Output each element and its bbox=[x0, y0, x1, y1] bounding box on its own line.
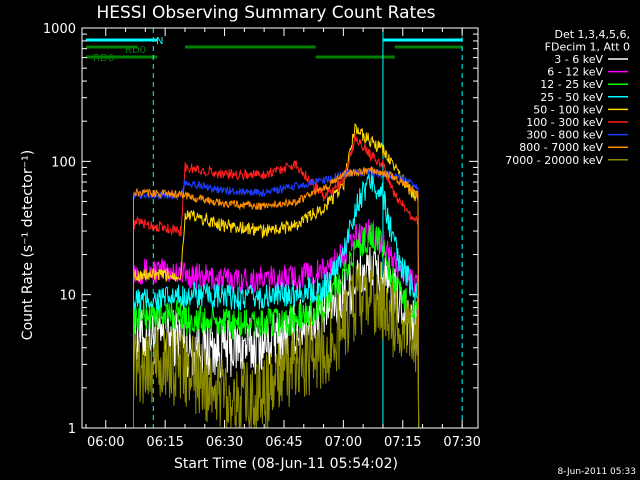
x-tick-label: 07:30 bbox=[443, 435, 480, 450]
series-line bbox=[133, 122, 420, 429]
state-bar-label: RD6 bbox=[93, 53, 114, 64]
legend-entry-label: 100 - 300 keV bbox=[526, 116, 603, 129]
x-tick-label: 06:15 bbox=[146, 435, 183, 450]
plot-frame bbox=[81, 27, 479, 429]
x-axis-label: Start Time (08-Jun-11 05:54:02) bbox=[174, 456, 398, 472]
y-tick-label: 10 bbox=[59, 289, 76, 304]
series-group bbox=[133, 122, 420, 429]
series-line bbox=[133, 133, 420, 429]
state-bars: N RD0 RD6 bbox=[85, 36, 463, 64]
y-tick-label: 1 bbox=[68, 422, 76, 437]
x-tick-label: 07:15 bbox=[384, 435, 421, 450]
y-axis-label: Count Rate (s⁻¹ detector⁻¹) bbox=[20, 150, 36, 340]
x-tick-label: 06:30 bbox=[206, 435, 243, 450]
state-bar-label: RD0 bbox=[125, 45, 146, 56]
series-line bbox=[133, 222, 420, 429]
axes-group: 06:00 06:15 06:30 06:45 07:00 07:15 07:30 1 10 10… bbox=[43, 22, 481, 450]
y-tick-label: 100 bbox=[51, 155, 76, 170]
chart-title: HESSI Observing Summary Count Rates bbox=[96, 3, 435, 23]
footer-date: 8-Jun-2011 05:33 bbox=[558, 467, 637, 477]
legend-entry-label: 50 - 100 keV bbox=[533, 103, 603, 116]
x-tick-label: 07:00 bbox=[325, 435, 362, 450]
series-line bbox=[133, 166, 420, 429]
legend-entry-label: 3 - 6 keV bbox=[554, 53, 603, 66]
legend-entry-label: 7000 - 20000 keV bbox=[505, 154, 603, 167]
legend-entry-label: 12 - 25 keV bbox=[540, 78, 603, 91]
state-bar-label: N bbox=[156, 36, 163, 47]
legend-header: Det 1,3,4,5,6, bbox=[554, 28, 630, 41]
series-line bbox=[133, 255, 420, 429]
legend-entry-label: 25 - 50 keV bbox=[540, 91, 603, 104]
legend: Det 1,3,4,5,6,FDecim 1, Att 03 - 6 keV6 … bbox=[505, 28, 630, 167]
legend-entry-label: 6 - 12 keV bbox=[547, 66, 603, 79]
x-tick-label: 06:45 bbox=[265, 435, 302, 450]
legend-header: FDecim 1, Att 0 bbox=[545, 41, 630, 54]
x-tick-label: 06:00 bbox=[87, 435, 124, 450]
series-line bbox=[133, 166, 420, 429]
legend-entry-label: 800 - 7000 keV bbox=[519, 141, 603, 154]
legend-entry-label: 300 - 800 keV bbox=[526, 129, 603, 142]
y-tick-label: 1000 bbox=[43, 22, 76, 37]
